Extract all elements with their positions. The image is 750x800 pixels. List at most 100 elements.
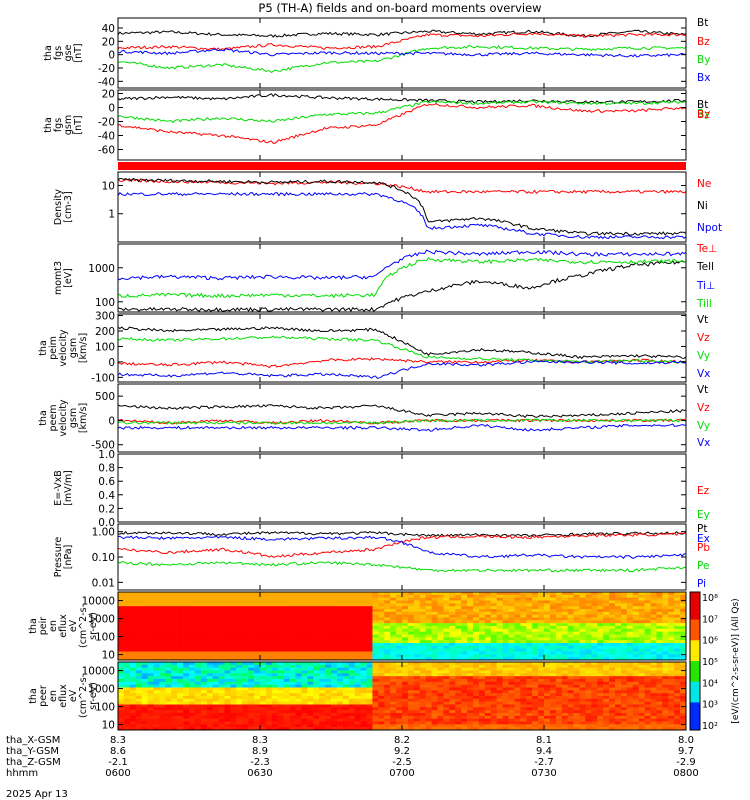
spectrogram-cell xyxy=(413,704,421,708)
spectrogram-cell xyxy=(443,696,450,700)
spectrogram-cell xyxy=(597,676,604,680)
spectrogram-cell xyxy=(265,715,273,719)
spectrogram-cell xyxy=(449,634,456,638)
spectrogram-cell xyxy=(473,701,480,705)
spectrogram-cell xyxy=(650,617,657,621)
spectrogram-cell xyxy=(384,704,391,708)
spectrogram-cell xyxy=(538,710,545,714)
y-tick-label: 200 xyxy=(95,326,115,338)
spectrogram-cell xyxy=(431,628,438,632)
spectrogram-cell xyxy=(360,623,367,627)
spectrogram-cell xyxy=(443,592,450,596)
spectrogram-cell xyxy=(277,670,284,674)
spectrogram-cell xyxy=(419,679,426,683)
spectrogram-cell xyxy=(609,620,616,624)
spectrogram-cell xyxy=(135,662,142,666)
legend-entry: Vt xyxy=(697,314,708,326)
spectrogram-cell xyxy=(242,718,249,722)
spectrogram-cell xyxy=(544,670,551,674)
spectrogram-cell xyxy=(254,643,261,647)
spectrogram-cell xyxy=(271,640,279,644)
spectrogram-cell xyxy=(615,597,622,601)
spectrogram-cell xyxy=(674,623,681,627)
spectrogram-cell xyxy=(354,645,361,649)
spectrogram-cell xyxy=(366,651,373,655)
spectrogram-cell xyxy=(484,690,492,694)
spectrogram-cell xyxy=(236,617,243,621)
spectrogram-cell xyxy=(402,684,409,688)
spectrogram-cell xyxy=(514,628,521,632)
spectrogram-cell xyxy=(555,654,563,658)
y-axis-label: en xyxy=(48,690,59,702)
spectrogram-cell xyxy=(650,718,657,722)
spectrogram-cell xyxy=(360,693,367,697)
spectrogram-cell xyxy=(319,606,326,610)
spectrogram-cell xyxy=(603,696,610,700)
spectrogram-cell xyxy=(212,611,219,615)
spectrogram-cell xyxy=(384,606,391,610)
spectrogram-cell xyxy=(325,620,332,624)
spectrogram-cell xyxy=(118,693,125,697)
spectrogram-cell xyxy=(603,693,610,697)
spectrogram-cell xyxy=(348,690,355,694)
spectrogram-cell xyxy=(449,727,456,731)
spectrogram-cell xyxy=(141,687,148,691)
spectrogram-cell xyxy=(585,690,592,694)
spectrogram-cell xyxy=(549,614,557,618)
spectrogram-cell xyxy=(141,603,148,607)
spectrogram-cell xyxy=(538,614,545,618)
spectrogram-cell xyxy=(626,696,634,700)
spectrogram-cell xyxy=(638,670,645,674)
spectrogram-cell xyxy=(218,640,225,644)
spectrogram-cell xyxy=(307,724,314,728)
spectrogram-cell xyxy=(668,645,675,649)
spectrogram-cell xyxy=(579,620,586,624)
spectrogram-cell xyxy=(496,710,503,714)
spectrogram-cell xyxy=(620,690,628,694)
spectrogram-cell xyxy=(248,704,255,708)
spectrogram-cell xyxy=(342,679,350,683)
spectrogram-cell xyxy=(603,721,610,725)
spectrogram-cell xyxy=(135,628,142,632)
spectrogram-cell xyxy=(289,701,296,705)
spectrogram-cell xyxy=(147,626,154,630)
spectrogram-cell xyxy=(366,645,373,649)
spectrogram-cell xyxy=(212,594,219,598)
spectrogram-cell xyxy=(508,614,515,618)
spectrogram-cell xyxy=(384,718,391,722)
spectrogram-cell xyxy=(502,623,509,627)
spectrogram-cell xyxy=(183,681,190,685)
spectrogram-cell xyxy=(615,718,622,722)
spectrogram-cell xyxy=(425,631,432,635)
spectrogram-cell xyxy=(544,626,551,630)
spectrogram-cell xyxy=(336,684,344,688)
spectrogram-cell xyxy=(632,657,639,661)
spectrogram-cell xyxy=(555,701,563,705)
spectrogram-cell xyxy=(674,637,681,641)
spectrogram-cell xyxy=(402,664,409,668)
spectrogram-cell xyxy=(372,718,379,722)
spectrogram-cell xyxy=(147,676,154,680)
spectrogram-cell xyxy=(538,664,545,668)
spectrogram-cell xyxy=(402,662,409,666)
spectrogram-cell xyxy=(502,637,509,641)
spectrogram-cell xyxy=(200,684,208,688)
spectrogram-cell xyxy=(230,603,237,607)
spectrogram-cell xyxy=(615,600,622,604)
series-line-Vx xyxy=(117,423,686,432)
spectrogram-cell xyxy=(189,634,196,638)
spectrogram-cell xyxy=(319,626,326,630)
colorbar-segment xyxy=(690,688,700,693)
spectrogram-cell xyxy=(490,704,497,708)
spectrogram-cell xyxy=(248,707,255,711)
spectrogram-cell xyxy=(254,609,261,613)
spectrogram-cell xyxy=(141,707,148,711)
spectrogram-cell xyxy=(544,620,551,624)
spectrogram-cell xyxy=(644,640,651,644)
spectrogram-cell xyxy=(360,673,367,677)
spectrogram-cell xyxy=(496,713,503,717)
spectrogram-cell xyxy=(402,693,409,697)
spectrogram-cell xyxy=(325,707,332,711)
spectrogram-cell xyxy=(135,654,142,658)
spectrogram-cell xyxy=(478,645,486,649)
